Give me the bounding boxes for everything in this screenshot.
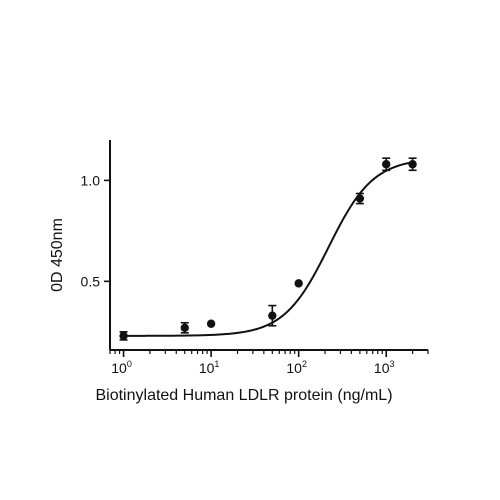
data-point bbox=[382, 160, 391, 169]
data-point bbox=[268, 311, 277, 320]
data-point bbox=[180, 323, 189, 332]
data-point bbox=[206, 319, 216, 328]
data-point bbox=[408, 160, 417, 169]
y-axis-title: 0D 450nm bbox=[49, 218, 66, 292]
x-tick-label: 100 bbox=[111, 359, 132, 376]
x-axis-title: Biotinylated Human LDLR protein (ng/mL) bbox=[95, 387, 392, 404]
fit-curve bbox=[123, 161, 413, 337]
data-point bbox=[355, 194, 365, 203]
y-tick-label: 0.5 bbox=[81, 273, 101, 289]
x-tick-label: 101 bbox=[199, 359, 220, 376]
axes bbox=[109, 140, 428, 351]
y-ticks: 0.5 1.0 bbox=[81, 172, 110, 289]
data-point bbox=[119, 331, 128, 341]
x-ticks: 100 101 102 103 bbox=[109, 350, 429, 376]
x-tick-label: 103 bbox=[374, 359, 395, 376]
y-tick-label: 1.0 bbox=[81, 172, 101, 188]
x-tick-label: 102 bbox=[286, 359, 307, 376]
data-point bbox=[294, 279, 303, 288]
data-points bbox=[119, 157, 417, 341]
